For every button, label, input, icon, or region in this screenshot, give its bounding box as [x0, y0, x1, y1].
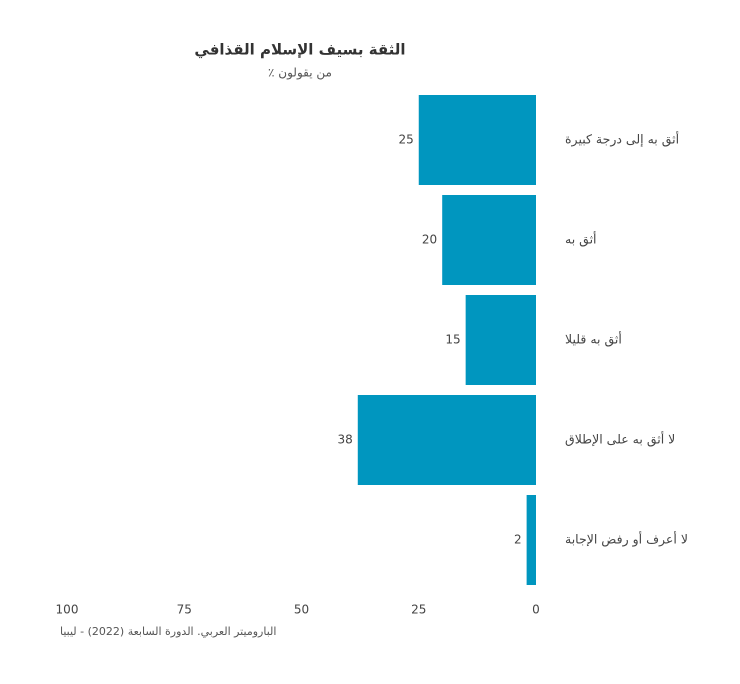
x-tick-label: 50 [294, 603, 309, 617]
chart-subtitle: ٪ من يقولون [268, 66, 332, 81]
y-tick-label: أثق به قليلا [565, 331, 622, 348]
bar [357, 395, 536, 485]
bar [418, 95, 536, 185]
bar [526, 495, 536, 585]
x-tick-label: 0 [532, 603, 540, 617]
chart-title: الثقة بسيف الإسلام القذافي [194, 41, 405, 59]
x-tick-label: 25 [411, 603, 426, 617]
value-label: 2 [514, 533, 522, 547]
value-label: 38 [337, 433, 352, 447]
value-label: 15 [445, 333, 460, 347]
y-tick-label: أثق به إلى درجة كبيرة [565, 131, 679, 148]
bar [465, 295, 536, 385]
y-tick-label: لا أعرف أو رفض الإجابة [565, 531, 688, 548]
y-tick-label: أثق به [565, 231, 597, 248]
x-tick-label: 75 [177, 603, 192, 617]
value-label: 25 [398, 133, 413, 147]
bar [442, 195, 536, 285]
y-tick-label: لا أثق به على الإطلاق [565, 431, 675, 448]
source: الباروميتر العربي. الدورة السابعة (2022)… [60, 625, 276, 638]
value-label: 20 [422, 233, 437, 247]
x-tick-label: 100 [56, 603, 79, 617]
